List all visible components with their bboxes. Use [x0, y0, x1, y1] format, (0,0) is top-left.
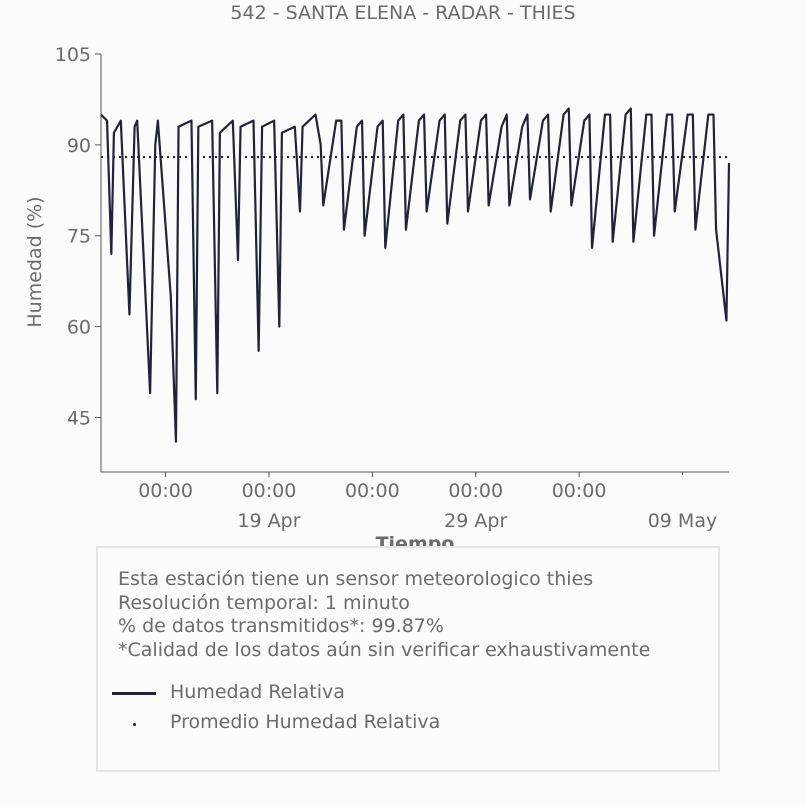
x-tick-time-label: 00:00 — [552, 480, 607, 502]
x-tick-time-label: 00:00 — [345, 480, 400, 502]
info-line: Esta estación tiene un sensor meteorolog… — [118, 568, 594, 590]
y-axis-label: Humedad (%) — [24, 196, 46, 328]
x-tick-date-label: 19 Apr — [237, 510, 300, 532]
y-tick-label: 75 — [67, 226, 91, 248]
y-tick-label: 60 — [67, 317, 91, 339]
x-tick-time-label: 00:00 — [242, 480, 297, 502]
y-tick-label: 90 — [67, 135, 91, 157]
info-legend-box: Esta estación tiene un sensor meteorolog… — [96, 546, 720, 772]
x-tick-date-label: 29 Apr — [444, 510, 507, 532]
x-tick-time-label: 00:00 — [448, 480, 503, 502]
axes: 45 60 75 90 105 00:00 00:00 00:00 00:00 00:00 19 A… — [55, 44, 729, 532]
y-tick-label: 45 — [67, 407, 91, 429]
chart-svg: 45 60 75 90 105 00:00 00:00 00:00 00:00 00:00 19 A… — [55, 44, 731, 532]
legend-dot-swatch — [133, 723, 136, 726]
y-tick-label: 105 — [55, 44, 91, 66]
info-line: *Calidad de los datos aún sin verificar … — [118, 638, 651, 661]
info-line: Resolución temporal: 1 minuto — [118, 591, 410, 614]
series-line-humedad — [100, 107, 731, 443]
legend-label: Promedio Humedad Relativa — [170, 711, 441, 733]
x-tick-time-label: 00:00 — [138, 480, 193, 502]
x-tick-date-label: 09 May — [648, 510, 718, 532]
legend-label: Humedad Relativa — [170, 681, 345, 703]
chart-title: 542 - SANTA ELENA - RADAR - THIES — [230, 2, 576, 24]
legend-line-swatch — [112, 692, 156, 695]
series-layer — [100, 107, 731, 443]
info-line: % de datos transmitidos*: 99.87% — [118, 615, 444, 637]
station-info: Esta estación tiene un sensor meteorolog… — [118, 568, 650, 662]
